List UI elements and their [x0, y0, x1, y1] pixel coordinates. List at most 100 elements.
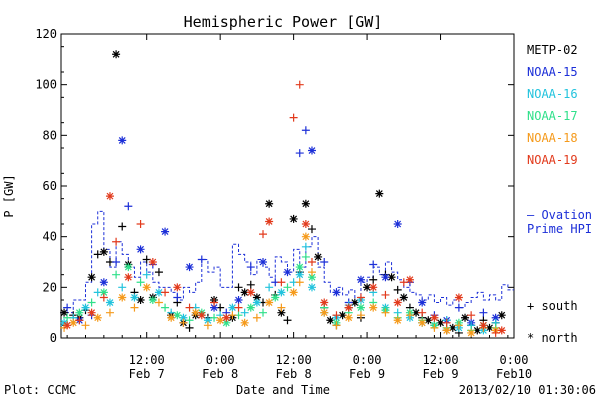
north-point [479, 321, 488, 330]
north-point [136, 245, 145, 254]
north-point [344, 303, 353, 312]
north-point [148, 258, 157, 266]
south-point [289, 113, 298, 122]
north-point [289, 214, 298, 223]
x-axis-label: Date and Time [236, 383, 330, 397]
south-point [185, 303, 194, 312]
south-point [142, 270, 151, 279]
south-point [99, 293, 108, 302]
south-point [295, 149, 304, 158]
north-point [234, 296, 243, 304]
north-point [424, 316, 433, 325]
north-point [197, 311, 206, 320]
south-point [307, 225, 316, 234]
south-point [142, 255, 151, 264]
south-point [491, 328, 500, 337]
north-point [136, 296, 145, 304]
north-point [161, 227, 170, 236]
south-point [154, 298, 163, 307]
footer-credit: Plot: CCMC [4, 383, 76, 397]
north-point [75, 308, 84, 317]
north-point [301, 220, 310, 228]
south-point [356, 293, 365, 302]
south-point [259, 230, 268, 239]
south-point [307, 258, 316, 266]
north-point [210, 303, 219, 312]
south-point [161, 288, 170, 297]
north-point [167, 313, 176, 322]
x-tick-date-label: Feb 9 [422, 367, 458, 381]
north-point [326, 316, 335, 325]
north-point [271, 293, 280, 302]
south-point [210, 298, 219, 307]
north-point [369, 303, 378, 312]
north-point [418, 298, 427, 307]
north-point [265, 199, 274, 208]
south-point [75, 316, 84, 325]
south-point [136, 220, 145, 228]
north-point [314, 252, 323, 261]
north-point [252, 298, 261, 307]
north-point [118, 293, 127, 302]
north-point [277, 288, 286, 297]
legend-noaa-18: NOAA-18 [527, 131, 578, 145]
north-point [320, 308, 329, 317]
series-noaa-19 [63, 80, 506, 337]
south-point [252, 313, 261, 322]
north-point [118, 136, 127, 145]
north-point [222, 318, 231, 327]
north-point [259, 258, 268, 266]
x-tick-date-label: Feb10 [496, 367, 532, 381]
north-point [105, 298, 114, 307]
north-point [369, 283, 378, 292]
footer-timestamp: 2013/02/10 01:30:06 [459, 383, 596, 397]
north-point [363, 283, 372, 292]
north-point [307, 273, 316, 282]
south-point [246, 280, 255, 289]
north-point [307, 146, 316, 155]
north-point [491, 313, 500, 322]
south-point [320, 258, 329, 266]
south-point [234, 303, 243, 312]
ovation-hpi-line [61, 210, 514, 314]
south-point [93, 250, 102, 259]
series-metp-02 [60, 50, 506, 337]
south-point [130, 303, 139, 312]
north-point [99, 278, 108, 287]
legend-metp-02: METP-02 [527, 43, 578, 57]
south-point [295, 80, 304, 89]
series-noaa-18 [60, 232, 500, 337]
north-point [332, 288, 341, 297]
south-point [228, 311, 237, 320]
south-point [81, 321, 90, 330]
north-point [283, 268, 292, 277]
north-point [228, 303, 237, 312]
south-point [185, 323, 194, 332]
south-point [210, 313, 219, 322]
south-point [301, 252, 310, 261]
north-point [112, 50, 121, 59]
ovation-legend-line1: — Ovation [527, 208, 592, 222]
south-point [87, 298, 96, 307]
north-point [467, 328, 476, 337]
south-point [283, 316, 292, 325]
legend-noaa-16: NOAA-16 [527, 87, 578, 101]
south-point [63, 313, 72, 322]
north-point [246, 288, 255, 297]
north-point [412, 308, 421, 317]
south-point [467, 311, 476, 320]
north-point [203, 316, 212, 325]
north-point [81, 303, 90, 312]
y-tick-label: 120 [35, 27, 57, 41]
south-point [118, 222, 127, 231]
y-tick-label: 60 [43, 179, 57, 193]
south-point [277, 278, 286, 287]
north-point [375, 189, 384, 198]
x-tick-date-label: Feb 9 [349, 367, 385, 381]
south-point [203, 321, 212, 330]
north-point [277, 308, 286, 317]
south-point [259, 308, 268, 317]
south-point [105, 308, 114, 317]
south-point [369, 275, 378, 284]
